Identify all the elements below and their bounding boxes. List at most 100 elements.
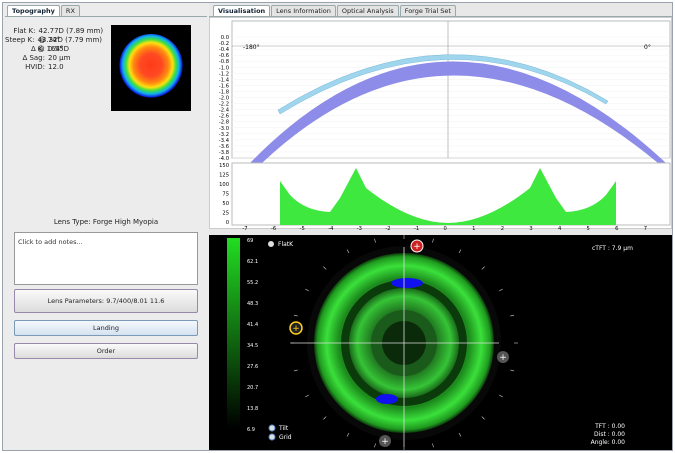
tab-divider	[5, 16, 207, 17]
y-tick-label: -1.8	[219, 89, 229, 95]
clearance-y-tick: 125	[219, 173, 229, 179]
scale-label: 62.1	[247, 259, 258, 265]
y-tick-label: -1.0	[219, 65, 229, 71]
scale-label: 13.8	[247, 406, 258, 412]
clearance-x-tick: -5	[300, 226, 305, 230]
delta-k-value: 0.55D	[48, 45, 69, 53]
flatk-radio[interactable]	[268, 241, 274, 247]
meridian-tick	[293, 369, 298, 372]
flat-k-value: 42.77D (7.89 mm) @ 74°	[38, 27, 104, 44]
scale-label: 41.4	[247, 322, 258, 328]
tilt-radio[interactable]	[268, 424, 276, 432]
y-tick-label: -2.6	[219, 114, 229, 120]
tab-topography[interactable]: Topography	[7, 5, 60, 16]
pooling-bottom	[376, 394, 398, 404]
meridian-tick	[293, 314, 298, 317]
landing-button[interactable]: Landing	[14, 320, 198, 336]
scale-label: 20.7	[247, 385, 258, 391]
right-tabs: Visualisation Lens Information Optical A…	[213, 5, 456, 16]
scale-labels: 69 62.1 55.2 48.3 41.4 34.5 27.6 20.7 13.8 6.9	[247, 238, 258, 433]
clearance-x-tick: 3	[529, 226, 532, 230]
right-handle[interactable]: +	[497, 351, 509, 363]
grid-radio[interactable]	[268, 433, 276, 441]
clearance-x-ticks: -7 -6 -5 -4 -3 -2 -1 0 1 2 3 4 5 6 7	[242, 226, 647, 232]
meridian-tick	[346, 249, 350, 254]
clearance-x-tick: 4	[558, 226, 562, 230]
y-tick-label: -1.6	[219, 83, 229, 89]
meridian-ticks	[290, 235, 518, 451]
tab-forge-trial-set[interactable]: Forge Trial Set	[399, 5, 456, 16]
delta-k-row: Δ K: 0.55D	[3, 45, 107, 54]
left-tabs: Topography RX	[7, 5, 80, 16]
tab-rx[interactable]: RX	[60, 5, 80, 16]
tab-lens-information[interactable]: Lens Information	[271, 5, 336, 16]
scale-label: 27.6	[247, 364, 258, 370]
clearance-x-tick: 7	[644, 226, 647, 230]
clearance-y-tick: 150	[219, 163, 229, 169]
scale-label: 6.9	[247, 427, 255, 433]
delta-sag-value: 20 µm	[48, 54, 71, 62]
scale-bar	[227, 238, 240, 428]
delta-sag-label: Δ Sag:	[22, 54, 45, 62]
topography-map-image	[119, 34, 183, 100]
left-handle[interactable]: +	[289, 321, 303, 335]
clearance-x-tick: -3	[357, 226, 362, 230]
notes-field[interactable]: Click to add notes...	[14, 232, 198, 285]
lens-parameters-button[interactable]: Lens Parameters: 9.7/400/8.01 11.6	[14, 289, 198, 313]
meridian-tick	[374, 443, 376, 448]
scale-label: 34.5	[247, 343, 258, 349]
meridian-tick	[481, 266, 485, 270]
order-button[interactable]: Order	[14, 343, 198, 359]
grid-label: Grid	[279, 434, 292, 441]
y-tick-label: -2.0	[219, 96, 229, 102]
pooling-top	[391, 278, 423, 288]
angle-readout: Angle: 0.00	[591, 439, 626, 446]
flat-k-label: Flat K:	[13, 27, 36, 35]
clearance-y-tick: 0	[226, 220, 229, 226]
clearance-y-tick: 50	[222, 201, 229, 207]
lens-parameters-value: 9.7/400/8.01 11.6	[106, 297, 165, 305]
plus-icon: +	[381, 437, 389, 447]
meridian-tick	[510, 314, 515, 317]
steep-k-value: 43.32D (7.79 mm) @ 164°	[37, 36, 103, 53]
clearance-y-tick: 100	[219, 182, 229, 188]
meridian-tick	[432, 443, 434, 448]
clearance-area	[280, 168, 616, 225]
meridian-tick	[432, 238, 434, 243]
lens-parameters-label: Lens Parameters:	[47, 297, 105, 305]
y-tick-label: -1.4	[219, 77, 230, 83]
meridian-tick	[323, 416, 327, 420]
tab-visualisation[interactable]: Visualisation	[213, 5, 271, 16]
fluorescein-view[interactable]: 69 62.1 55.2 48.3 41.4 34.5 27.6 20.7 13.8 6.9 Fl…	[209, 235, 672, 451]
scale-label: 48.3	[247, 301, 258, 307]
fluorescein-pattern: 69 62.1 55.2 48.3 41.4 34.5 27.6 20.7 13.8 6.9 Fl…	[227, 235, 633, 451]
clearance-x-tick: -4	[328, 226, 334, 230]
left-panel: Topography RX Flat K: 42.77D (7.89 mm) @ …	[3, 3, 209, 450]
cornea-profile	[250, 61, 666, 163]
clearance-y-ticks: 150 125 100 75 50 25 0	[219, 163, 229, 226]
topography-info: Flat K: 42.77D (7.89 mm) @ 74° Steep K: 43…	[3, 27, 107, 72]
y-tick-label: -2.8	[219, 120, 229, 126]
tilt-label: Tilt	[278, 425, 289, 432]
meridian-tick	[305, 288, 309, 292]
right-panel: Visualisation Lens Information Optical A…	[209, 3, 674, 451]
topography-map[interactable]	[111, 25, 191, 111]
top-handle[interactable]: +	[410, 239, 424, 253]
tab-optical-analysis[interactable]: Optical Analysis	[336, 5, 399, 16]
y-tick-label: -0.2	[219, 41, 229, 47]
right-meridian-marker: 0°	[644, 44, 651, 51]
hvid-label: HVID:	[25, 63, 45, 71]
delta-sag-row: Δ Sag: 20 µm	[3, 54, 107, 63]
bottom-handle[interactable]: +	[379, 435, 391, 447]
clearance-x-tick: 2	[501, 226, 504, 230]
ctft-readout: cTFT : 7.9 µm	[592, 245, 633, 252]
clearance-x-tick: 6	[615, 226, 618, 230]
meridian-tick	[510, 369, 515, 372]
y-tick-label: -0.8	[219, 59, 229, 65]
clearance-x-tick: -6	[271, 226, 276, 230]
meridian-tick	[481, 416, 485, 420]
hvid-value: 12.0	[48, 63, 64, 71]
scale-label: 69	[247, 238, 253, 244]
hvid-row: HVID: 12.0	[3, 63, 107, 72]
